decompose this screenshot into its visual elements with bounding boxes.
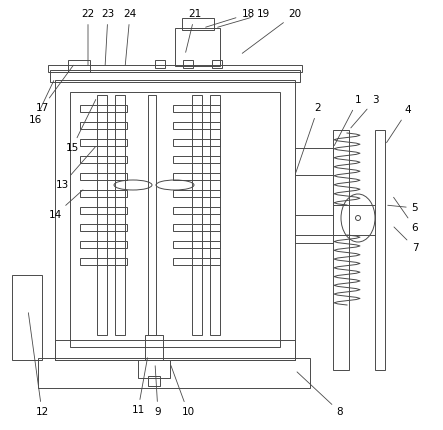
Text: 2: 2 [296, 103, 321, 172]
Bar [70, 92, 280, 347]
Text: 4: 4 [387, 105, 411, 143]
Text: 12: 12 [28, 313, 49, 417]
Bar [12, 275, 42, 360]
Text: 14: 14 [48, 190, 83, 220]
Bar [173, 122, 220, 129]
Text: 20: 20 [242, 9, 302, 53]
Bar [80, 139, 127, 146]
Bar [80, 207, 127, 214]
Bar [55, 340, 295, 360]
Bar [183, 60, 193, 68]
Text: 11: 11 [132, 358, 148, 415]
Text: 6: 6 [393, 197, 418, 233]
Bar [173, 173, 220, 180]
Bar [80, 156, 127, 163]
Bar [80, 241, 127, 248]
Bar [148, 376, 160, 386]
Bar [375, 130, 385, 370]
Bar [192, 95, 202, 335]
Bar [173, 156, 220, 163]
Bar [38, 358, 310, 388]
Bar [173, 190, 220, 197]
Bar [80, 122, 127, 129]
Bar [210, 95, 220, 335]
Bar [97, 95, 107, 335]
Bar [212, 60, 222, 68]
Bar [173, 207, 220, 214]
Bar [138, 360, 170, 378]
Text: 17: 17 [35, 65, 74, 113]
Bar [155, 60, 165, 68]
Bar [173, 258, 220, 265]
Bar [55, 80, 295, 360]
Bar [50, 70, 300, 82]
Text: 8: 8 [297, 372, 343, 417]
Text: 15: 15 [66, 99, 96, 153]
Text: 7: 7 [394, 227, 418, 253]
Text: 19: 19 [218, 9, 270, 27]
Bar [173, 105, 220, 112]
Text: 9: 9 [155, 366, 161, 417]
Bar [80, 190, 127, 197]
Text: 23: 23 [101, 9, 115, 65]
Bar [182, 18, 214, 30]
Bar [173, 224, 220, 231]
Text: 18: 18 [206, 9, 255, 27]
Text: 16: 16 [28, 80, 54, 125]
Bar [145, 335, 163, 360]
Text: 21: 21 [186, 9, 202, 52]
Bar [333, 130, 349, 370]
Bar [115, 95, 125, 335]
Text: 24: 24 [123, 9, 136, 65]
Text: 13: 13 [55, 147, 95, 190]
Bar [175, 28, 220, 66]
Bar [80, 105, 127, 112]
Text: 10: 10 [171, 366, 194, 417]
Bar [48, 65, 302, 72]
Text: 22: 22 [82, 9, 95, 65]
Text: 5: 5 [388, 203, 418, 213]
Bar [173, 241, 220, 248]
Bar [80, 224, 127, 231]
Bar [148, 95, 156, 335]
Bar [80, 173, 127, 180]
Bar [80, 258, 127, 265]
Bar [295, 148, 333, 243]
Bar [68, 60, 90, 72]
Text: 1: 1 [334, 95, 361, 145]
Text: 3: 3 [351, 95, 378, 128]
Bar [173, 139, 220, 146]
